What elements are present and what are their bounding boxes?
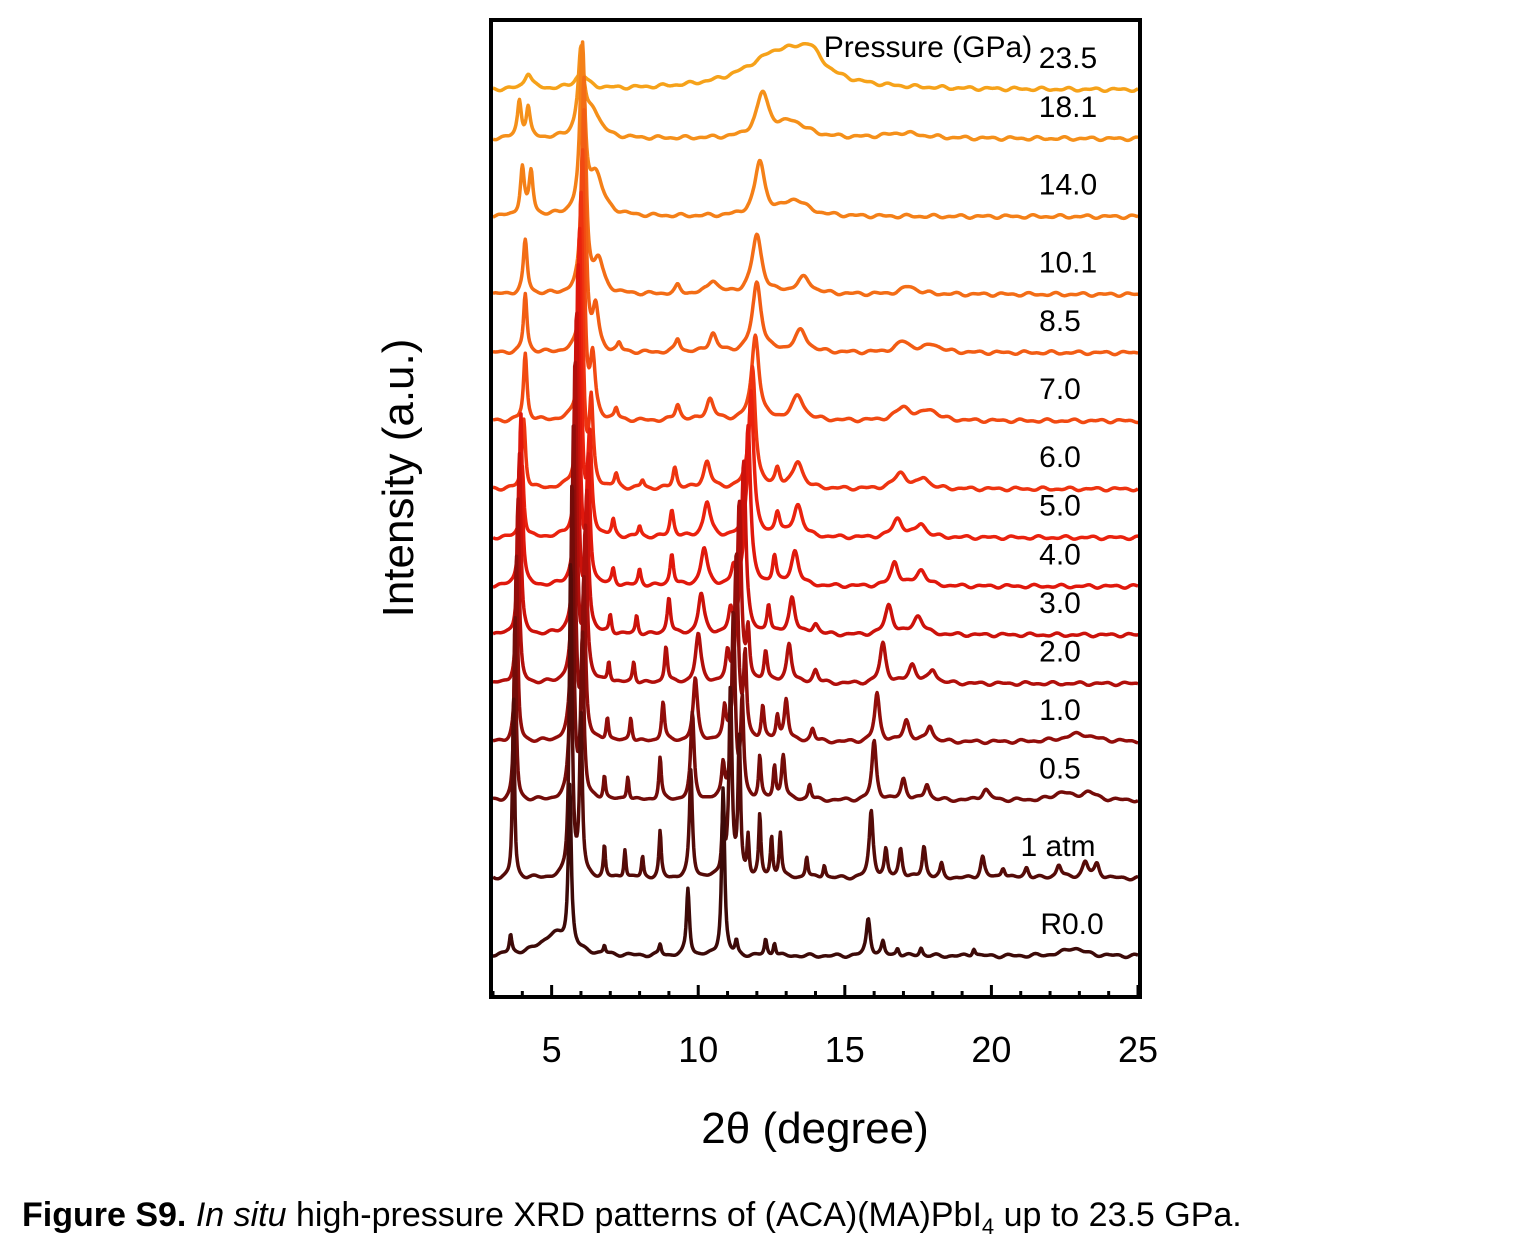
pressure-labels: 23.5 18.1 14.0 10.1 8.5 7.0 6.0 5.0 4.0 3.0 2.0 1.0… [1020,42,1103,941]
xrd-figure: 23.5 18.1 14.0 10.1 8.5 7.0 6.0 5.0 4.0 3.0 2.0 1.0… [374,18,1158,1153]
pressure-label: 4.0 [1039,538,1081,571]
xrd-trace-7-0 [491,148,1140,425]
xrd-traces [491,40,1140,960]
xrd-trace-6-0 [491,190,1140,493]
caption-subscript: 4 [981,1213,995,1239]
xrd-trace-1-atm [491,563,1140,882]
caption-text: high-pressure XRD patterns of (ACA)(MA)P… [286,1196,982,1234]
x-axis-label: 2θ (degree) [701,1104,928,1153]
x-tick-label: 10 [678,1029,718,1070]
xrd-trace-18-1 [491,44,1140,143]
xrd-trace-5-0 [491,226,1140,542]
xrd-trace-1-0 [491,424,1140,746]
xrd-trace-23-5 [491,41,1140,94]
pressure-label: 2.0 [1039,636,1081,669]
x-tick-label: 20 [971,1029,1011,1070]
y-axis-label: Intensity (a.u.) [374,339,423,618]
x-tick-label: 25 [1118,1029,1158,1070]
pressure-label: 7.0 [1039,373,1081,406]
caption-label: Figure S9. [22,1196,187,1234]
caption-text-end: up to 23.5 GPa. [994,1196,1242,1234]
pressure-label: 14.0 [1039,169,1097,202]
pressure-label: 8.5 [1039,305,1081,338]
pressure-label: R0.0 [1040,908,1103,941]
xrd-trace-0-5 [491,484,1140,804]
xrd-trace-8-5 [491,108,1140,357]
pressure-label: 0.5 [1039,752,1081,785]
pressure-label: 1 atm [1020,830,1095,863]
xrd-trace-14-0 [491,40,1140,221]
legend-title: Pressure (GPa) [824,31,1032,64]
pressure-label: 10.1 [1039,246,1097,279]
pressure-label: 3.0 [1039,587,1081,620]
pressure-label: 6.0 [1039,441,1081,474]
xrd-trace-R0-0 [491,782,1140,960]
xrd-trace-4-0 [491,263,1140,590]
xrd-trace-3-0 [491,311,1140,639]
figure-caption: Figure S9. In situ high-pressure XRD pat… [22,1196,1512,1240]
x-tick-label: 5 [542,1029,562,1070]
x-tick-label: 15 [825,1029,865,1070]
pressure-label: 18.1 [1039,91,1097,124]
pressure-label: 23.5 [1039,42,1097,75]
xrd-trace-2-0 [491,360,1140,688]
pressure-label: 5.0 [1039,490,1081,523]
xrd-trace-10-1 [491,75,1140,298]
pressure-label: 1.0 [1039,694,1081,727]
caption-italic: In situ [195,1196,287,1234]
x-axis-ticks: 5 10 15 20 25 [491,985,1158,1070]
